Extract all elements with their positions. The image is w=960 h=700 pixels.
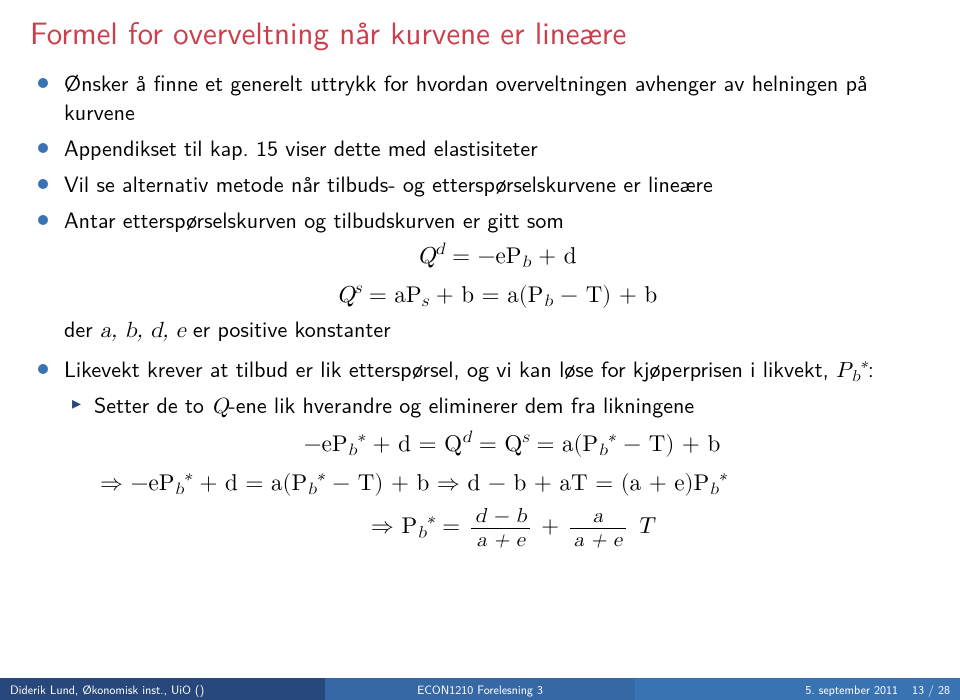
equation-line1: −ePb∗ + d = Qd = Qs = a(Pb∗ − T) + b xyxy=(94,428,930,461)
sub-list: Setter de to Q-ene lik hverandre og elim… xyxy=(64,390,930,551)
footer-title: ECON1210 Forelesning 3 xyxy=(325,678,635,700)
bullet-5: Likevekt krever at tilbud er lik ettersp… xyxy=(64,354,930,551)
bullet-2: Appendikset til kap. 15 viser dette med … xyxy=(64,133,930,162)
equation-line2: ⇒ −ePb∗ + d = a(Pb∗ − T) + b ⇒ d − b + a… xyxy=(94,467,930,500)
bullet-1: Ønsker å finne et generelt uttrykk for h… xyxy=(64,68,930,126)
bullet-4-text: Antar etterspørselskurven og tilbudskurv… xyxy=(64,203,564,235)
footer: Diderik Lund, Økonomisk inst., UiO () EC… xyxy=(0,678,960,700)
bullet-list: Ønsker å finne et generelt uttrykk for h… xyxy=(30,68,930,551)
footer-date-page: 5. september 2011 13 / 28 xyxy=(635,678,960,700)
slide: Formel for overveltning når kurvene er l… xyxy=(0,0,960,700)
equation-demand: Qd = −ePb + d xyxy=(64,240,930,273)
bullet-3: Vil se alternativ metode når tilbuds- og… xyxy=(64,169,930,198)
equation-line3: ⇒ Pb∗ = d − ba + e + aa + e T xyxy=(94,506,930,550)
footer-author: Diderik Lund, Økonomisk inst., UiO () xyxy=(0,678,325,700)
equation-supply: Qs = aPs + b = a(Pb − T) + b xyxy=(64,279,930,312)
bullet-4: Antar etterspørselskurven og tilbudskurv… xyxy=(64,205,930,347)
bullet-4-const: der a, b, d, e er positive konstanter xyxy=(64,312,391,344)
slide-title: Formel for overveltning når kurvene er l… xyxy=(30,14,930,50)
sub-bullet-1: Setter de to Q-ene lik hverandre og elim… xyxy=(94,390,930,551)
